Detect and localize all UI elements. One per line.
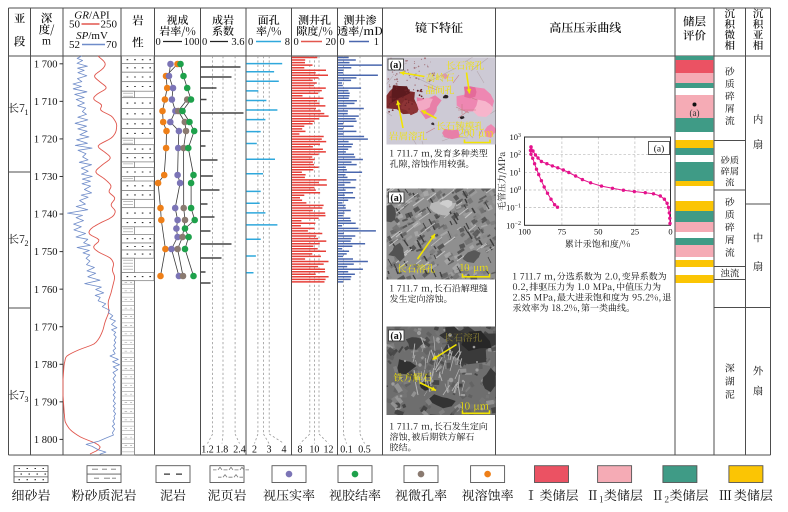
svg-text:12: 12 (324, 445, 334, 456)
svg-text:0.5: 0.5 (358, 445, 371, 456)
svg-text:1.8: 1.8 (216, 445, 229, 456)
svg-text:(a): (a) (690, 108, 700, 118)
svg-text:8: 8 (298, 445, 303, 456)
svg-text:3: 3 (25, 395, 29, 404)
svg-text:52: 52 (69, 39, 80, 51)
svg-text:0.1: 0.1 (340, 445, 353, 456)
svg-text:1 790: 1 790 (34, 397, 58, 408)
svg-text:(a): (a) (654, 144, 665, 155)
svg-text:1 800: 1 800 (34, 435, 58, 446)
svg-text:1 700: 1 700 (34, 59, 58, 70)
svg-text:1.2: 1.2 (201, 445, 214, 456)
svg-text:1 750: 1 750 (34, 247, 58, 258)
svg-text:1 780: 1 780 (34, 360, 58, 371)
svg-text:20: 20 (326, 37, 337, 48)
svg-text:(a): (a) (390, 60, 402, 71)
svg-text:GR/API: GR/API (74, 10, 110, 22)
svg-text:10−1: 10−1 (506, 203, 521, 213)
svg-text:(a): (a) (390, 331, 402, 342)
svg-text:50: 50 (69, 19, 81, 31)
svg-text:100: 100 (184, 37, 200, 48)
svg-text:0: 0 (202, 37, 207, 48)
svg-text:1 760: 1 760 (34, 285, 58, 296)
svg-text:102: 102 (510, 150, 522, 160)
svg-text:103: 103 (510, 132, 522, 142)
svg-text:100: 100 (518, 227, 531, 237)
svg-text:4: 4 (282, 445, 287, 456)
svg-text:0: 0 (248, 37, 253, 48)
svg-text:2.4: 2.4 (233, 445, 246, 456)
svg-text:m: m (42, 36, 51, 48)
svg-text:1: 1 (374, 37, 379, 48)
svg-text:0: 0 (668, 227, 672, 237)
svg-text:75: 75 (558, 227, 567, 237)
svg-text:25: 25 (631, 227, 640, 237)
svg-text:1 770: 1 770 (34, 322, 58, 333)
svg-text:3.6: 3.6 (231, 37, 244, 48)
svg-text:0: 0 (340, 37, 345, 48)
svg-text:1: 1 (25, 108, 29, 117)
svg-text:1 740: 1 740 (34, 210, 58, 221)
svg-text:70: 70 (106, 39, 118, 51)
svg-text:0: 0 (294, 37, 299, 48)
svg-text:101: 101 (510, 167, 522, 177)
svg-text:0: 0 (156, 37, 161, 48)
svg-text:(a): (a) (390, 193, 402, 204)
svg-text:3: 3 (267, 445, 272, 456)
svg-text:100: 100 (510, 185, 522, 195)
svg-text:1 710: 1 710 (34, 97, 58, 108)
svg-text:SP/mV: SP/mV (76, 30, 108, 42)
svg-text:2: 2 (252, 445, 257, 456)
svg-text:8: 8 (285, 37, 290, 48)
svg-text:250: 250 (101, 19, 118, 31)
svg-text:2: 2 (25, 239, 29, 248)
svg-text:1 720: 1 720 (34, 135, 58, 146)
svg-text:10: 10 (309, 445, 319, 456)
svg-text:1 730: 1 730 (34, 172, 58, 183)
svg-text:10−2: 10−2 (506, 220, 521, 230)
svg-text:50: 50 (594, 227, 603, 237)
